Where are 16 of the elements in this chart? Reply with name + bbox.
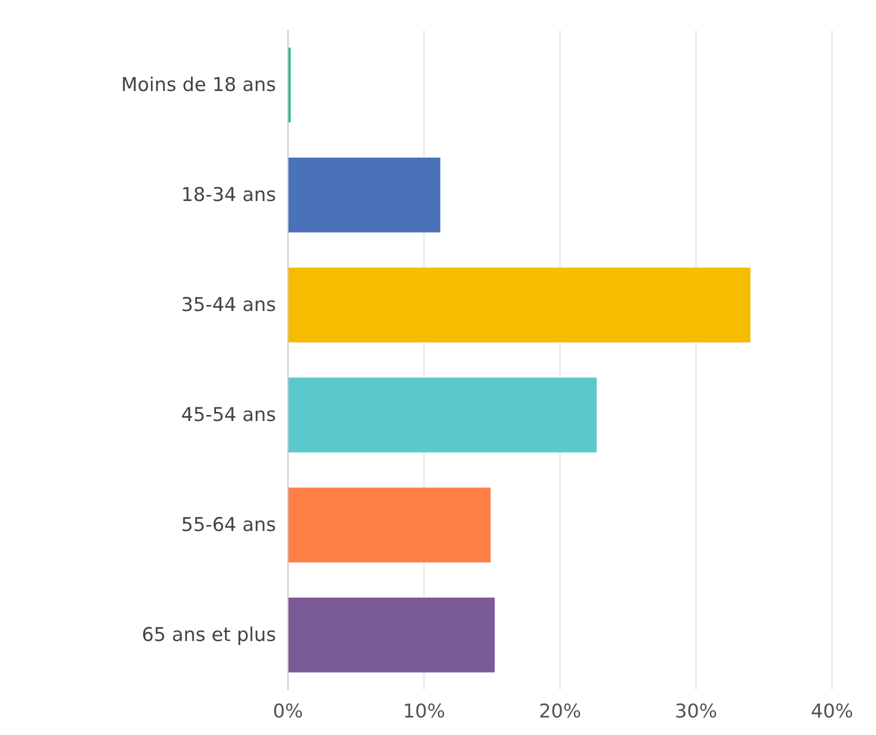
bar (288, 158, 440, 232)
y-tick-label: 65 ans et plus (142, 624, 276, 646)
x-tick-label: 20% (538, 700, 582, 722)
x-tick-label: 30% (674, 700, 718, 722)
bar (288, 488, 491, 562)
y-tick-label: Moins de 18 ans (121, 74, 276, 96)
x-tick-label: 10% (402, 700, 446, 722)
y-tick-label: 35-44 ans (181, 294, 276, 316)
y-tick-label: 18-34 ans (181, 184, 276, 206)
y-tick-label: 55-64 ans (181, 514, 276, 536)
y-tick-label: 45-54 ans (181, 404, 276, 426)
bar (288, 268, 750, 342)
bar (288, 598, 495, 672)
bar (288, 378, 597, 452)
x-tick-label: 0% (272, 700, 304, 722)
x-tick-label: 40% (810, 700, 854, 722)
